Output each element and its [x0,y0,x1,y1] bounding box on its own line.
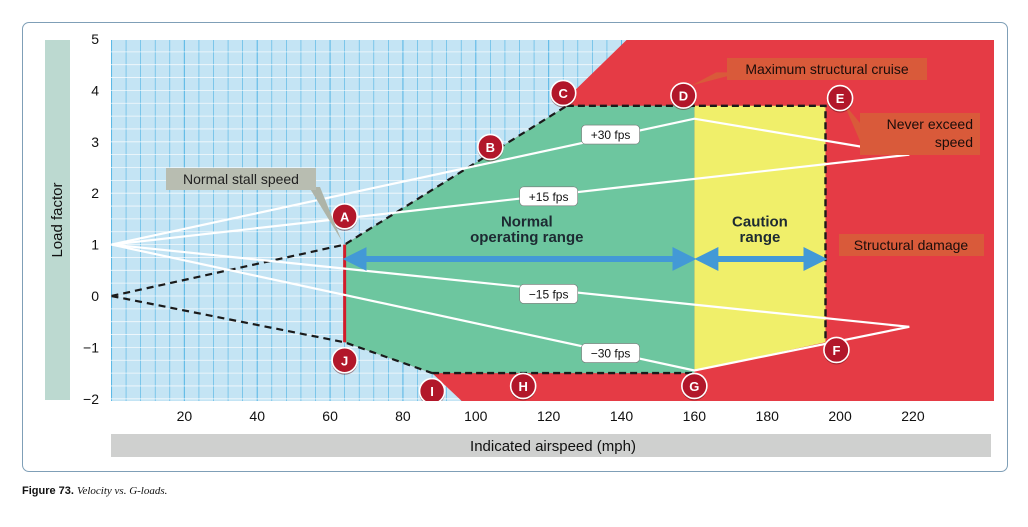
x-tick-label: 40 [249,408,265,424]
callout-normal-stall-speed: Normal stall speed [183,171,299,187]
callout-pointer [309,187,342,241]
caution-range-label: range [740,229,781,246]
point-marker [826,84,854,112]
point-marker [509,372,537,400]
velocity-g-load-chart: +30 fps +15 fps −15 fps −30 fps Normaloperat… [45,31,994,457]
point-marker-label: F [832,343,840,358]
point-marker-label: B [486,140,495,155]
point-marker-label: J [341,353,348,368]
gust-label: +15 fps [529,190,569,204]
x-tick-label: 100 [464,408,488,424]
gust-label-box [581,124,640,145]
x-tick-label: 140 [610,408,634,424]
gust-line [111,117,910,246]
x-tick-label: 220 [901,408,925,424]
envelope-top-dashed [566,104,827,343]
point-marker [823,336,850,364]
gust-line [111,243,910,328]
callout-box-max-structural-cruise [727,58,927,80]
x-tick-label: 120 [537,408,561,424]
gust-label: −30 fps [591,347,631,361]
point-marker-label: A [340,209,350,224]
chart-frame: +30 fps +15 fps −15 fps −30 fps Normal operat… [22,22,1008,472]
gust-label-box [519,284,578,304]
x-axis-label: Indicated airspeed (mph) [470,438,636,455]
point-marker-label: H [518,379,527,394]
y-tick-label: 4 [91,82,99,98]
normal-range-label: Normal [501,214,553,231]
x-tick-label: 180 [756,408,780,424]
point-marker [418,377,446,401]
y-tick-label: 5 [91,31,99,47]
callout-pointer [843,103,860,141]
point-marker [477,133,504,161]
y-tick-label: 3 [91,134,99,150]
x-axis-label-band [111,434,991,457]
point-marker-label: C [559,86,569,101]
y-tick-label: −1 [83,339,99,355]
point-marker-label: E [836,91,845,106]
gust-label-box [519,186,578,207]
figure-caption: Figure 73. Velocity vs. G-loads. [22,485,167,497]
x-tick-label: 200 [828,408,852,424]
x-tick-label: 160 [683,408,707,424]
gust-line [111,153,910,246]
point-marker [331,346,358,374]
callout-box-normal-stall-speed [166,168,316,190]
gust-label-box [581,343,640,363]
caption-text: Velocity vs. G-loads. [76,485,168,497]
callout-never-exceed: Never exceed [887,116,973,132]
caution-range-region [694,105,826,371]
y-tick-label: 2 [91,185,99,201]
y-axis-label: Load factor [49,182,66,257]
x-tick-label: 80 [395,408,411,424]
point-marker-label: D [679,89,688,104]
caution-range-label: Caution [732,214,788,231]
callout-pointer [691,72,742,86]
callout-box-never-exceed [860,113,980,155]
normal-range-label: operating range [470,229,583,246]
point-marker [670,82,697,109]
point-marker [549,79,577,107]
gust-label: −15 fps [529,287,569,301]
point-marker-label: I [430,384,434,399]
callout-structural-damage: Structural damage [854,237,969,253]
x-tick-label: 60 [322,408,338,424]
point-marker [331,203,358,230]
point-marker-label: G [689,379,699,394]
gust-label: +30 fps [591,128,631,142]
callout-box-structural-damage [839,234,984,256]
y-tick-label: 0 [91,288,99,304]
y-tick-label: 1 [91,237,99,253]
callout-never-exceed: speed [935,134,973,150]
point-marker [681,372,708,400]
normal-range-region [344,105,695,374]
y-axis-label-band [45,40,70,400]
x-tick-label: 20 [177,408,193,424]
caption-figure-number: Figure 73. [22,485,74,497]
callout-max-structural-cruise: Maximum structural cruise [745,61,909,77]
plot-area: +30 fps +15 fps −15 fps −30 fps Normaloperat… [111,40,994,401]
y-tick-label: −2 [83,391,99,407]
